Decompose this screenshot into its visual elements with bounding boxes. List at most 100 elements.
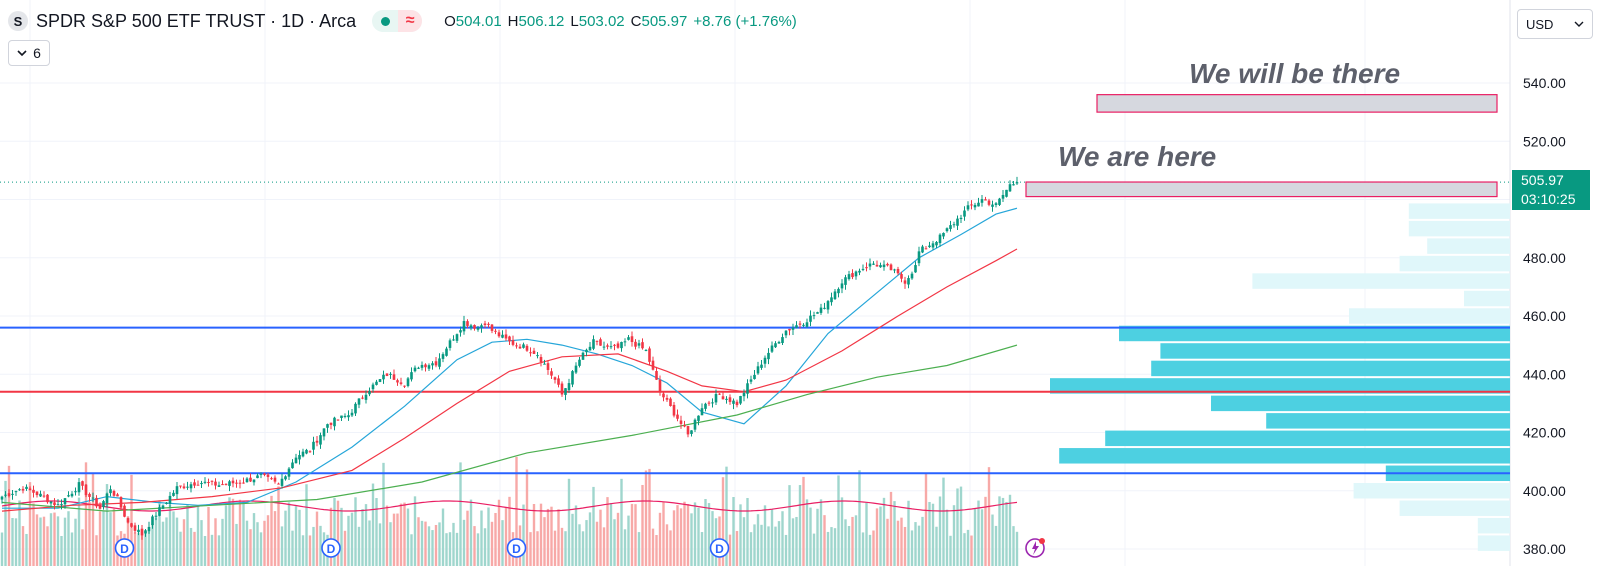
current-annotation[interactable]: We are here bbox=[1058, 141, 1217, 172]
volume-bar bbox=[182, 519, 186, 566]
candle-body bbox=[655, 371, 658, 380]
volume-bar bbox=[392, 513, 396, 566]
candle-body bbox=[445, 348, 448, 356]
volume-bar bbox=[819, 499, 823, 566]
volume-bar bbox=[371, 483, 375, 566]
candle-body bbox=[581, 352, 585, 360]
candle-body bbox=[966, 205, 970, 210]
candle-body bbox=[893, 269, 896, 271]
candle-body bbox=[525, 345, 529, 351]
volume-bar bbox=[672, 510, 676, 566]
candle-body bbox=[539, 357, 543, 363]
candle-body bbox=[935, 241, 938, 246]
candle-body bbox=[490, 324, 494, 331]
volume-bar bbox=[175, 517, 179, 566]
target-annotation[interactable]: We will be there bbox=[1189, 58, 1401, 89]
candle-body bbox=[196, 484, 200, 486]
volume-bar bbox=[777, 521, 781, 566]
candle-body bbox=[214, 481, 217, 486]
candle-body bbox=[116, 494, 119, 497]
volume-bar bbox=[665, 524, 669, 566]
candle-body bbox=[987, 200, 991, 205]
volume-profile-bar bbox=[1160, 343, 1510, 359]
candle-body bbox=[921, 246, 924, 253]
candle-body bbox=[280, 478, 284, 486]
indicators-count: 6 bbox=[33, 45, 41, 61]
candle-body bbox=[18, 489, 21, 491]
volume-bar bbox=[910, 530, 914, 566]
volume-bar bbox=[651, 528, 655, 566]
candle-body bbox=[441, 354, 445, 359]
volume-bar bbox=[676, 505, 679, 566]
last-price-badge: 505.97 03:10:25 bbox=[1512, 170, 1590, 210]
candle-body bbox=[781, 337, 784, 344]
candle-body bbox=[672, 404, 676, 416]
volume-bar bbox=[382, 462, 385, 566]
candle-body bbox=[707, 402, 711, 404]
volume-bar bbox=[266, 515, 270, 566]
volume-bar bbox=[235, 523, 238, 566]
market-status[interactable]: ≈ bbox=[372, 10, 423, 32]
candle-body bbox=[756, 366, 760, 374]
candle-body bbox=[725, 398, 728, 400]
volume-bar bbox=[221, 518, 224, 566]
symbol-title[interactable]: SPDR S&P 500 ETF TRUST · 1D · Arca bbox=[36, 10, 357, 31]
candle-body bbox=[224, 483, 228, 485]
volume-bar bbox=[767, 526, 770, 566]
candle-body bbox=[700, 408, 704, 416]
volume-bar bbox=[830, 527, 833, 566]
candle-body bbox=[784, 330, 788, 336]
volume-bar bbox=[193, 531, 196, 566]
candle-body bbox=[70, 493, 74, 497]
volume-bar bbox=[154, 517, 158, 566]
volume-bar bbox=[606, 497, 609, 566]
candle-body bbox=[483, 323, 487, 325]
candle-body bbox=[382, 374, 385, 380]
volume-bar bbox=[84, 462, 88, 566]
volume-bar bbox=[305, 484, 308, 566]
volume-bar bbox=[994, 525, 998, 566]
indicators-toggle-button[interactable]: 6 bbox=[8, 40, 50, 66]
volume-bar bbox=[732, 497, 735, 566]
candle-body bbox=[67, 495, 70, 497]
volume-profile-bar bbox=[1050, 378, 1510, 394]
candle-body bbox=[217, 485, 221, 487]
candle-body bbox=[35, 491, 39, 496]
symbol-logo-icon: S bbox=[8, 11, 28, 31]
volume-bar bbox=[791, 518, 795, 566]
volume-bar bbox=[693, 502, 697, 566]
candle-body bbox=[364, 394, 368, 400]
volume-bar bbox=[91, 473, 95, 566]
volume-bar bbox=[378, 523, 382, 566]
candle-body bbox=[882, 264, 886, 268]
candle-body bbox=[574, 365, 578, 373]
candle-body bbox=[557, 378, 560, 385]
candle-body bbox=[77, 482, 81, 493]
volume-bar bbox=[529, 532, 532, 566]
volume-bar bbox=[609, 502, 613, 566]
volume-bar bbox=[53, 512, 56, 566]
volume-bar bbox=[203, 535, 207, 566]
candle-body bbox=[189, 484, 193, 489]
candle-body bbox=[697, 415, 700, 421]
currency-select[interactable]: USD bbox=[1517, 9, 1593, 39]
candle-body bbox=[865, 267, 868, 269]
candle-body bbox=[627, 337, 630, 340]
candle-body bbox=[42, 495, 46, 497]
candle-body bbox=[130, 523, 133, 527]
candle-body bbox=[602, 346, 606, 348]
candle-body bbox=[84, 484, 88, 496]
volume-bar bbox=[70, 532, 74, 566]
candle-body bbox=[749, 379, 753, 382]
candle-body bbox=[431, 363, 434, 366]
volume-bar bbox=[686, 504, 690, 566]
volume-bar bbox=[655, 535, 658, 566]
volume-bar bbox=[140, 530, 144, 566]
volume-bar bbox=[903, 526, 907, 566]
volume-bar bbox=[581, 531, 585, 566]
candle-body bbox=[389, 373, 392, 375]
candle-body bbox=[249, 477, 252, 482]
candle-body bbox=[161, 505, 165, 509]
candle-body bbox=[973, 204, 977, 208]
